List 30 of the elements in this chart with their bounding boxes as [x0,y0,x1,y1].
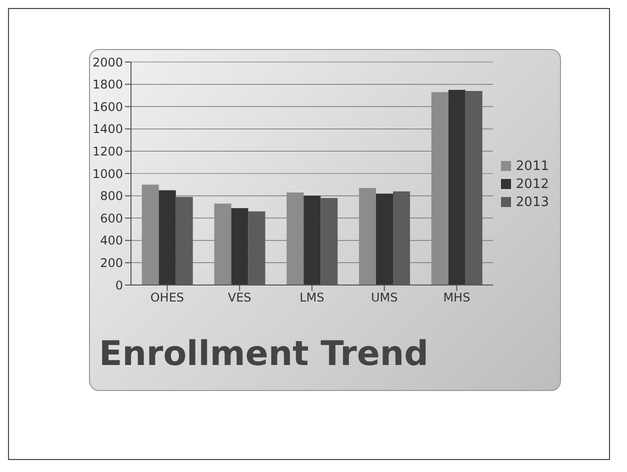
text: Enrollment Trend [99,334,428,374]
bar [214,204,232,285]
legend-label: 2011 [516,158,549,174]
y-tick-label: 0 [115,278,123,292]
bar [304,196,321,285]
bar [431,92,448,285]
y-tick-label: 1800 [92,78,123,92]
bar [231,208,248,285]
bar [142,184,159,285]
bar [158,190,176,285]
x-tick-label: MHS [443,290,470,305]
x-tick-label: OHES [150,290,184,305]
y-tick-label: 200 [100,256,123,270]
y-tick-label: 2000 [92,55,123,70]
y-tick-label: 800 [100,189,123,204]
y-tick-label: 1600 [92,100,123,114]
x-tick-label: VES [228,290,252,305]
legend-label: 2013 [516,194,549,210]
legend-label: 2012 [516,176,549,192]
bar [448,90,466,285]
y-tick-label: 1200 [92,144,123,158]
x-tick-label: UMS [370,290,398,305]
bar [376,194,393,285]
bar [286,192,304,285]
bar [359,188,376,285]
y-tick-label: 1400 [92,122,123,136]
y-tick-label: 1000 [92,166,123,181]
x-tick-label: LMS [300,290,324,305]
y-tick-label: 400 [100,234,123,248]
y-tick-label: 600 [100,211,123,226]
